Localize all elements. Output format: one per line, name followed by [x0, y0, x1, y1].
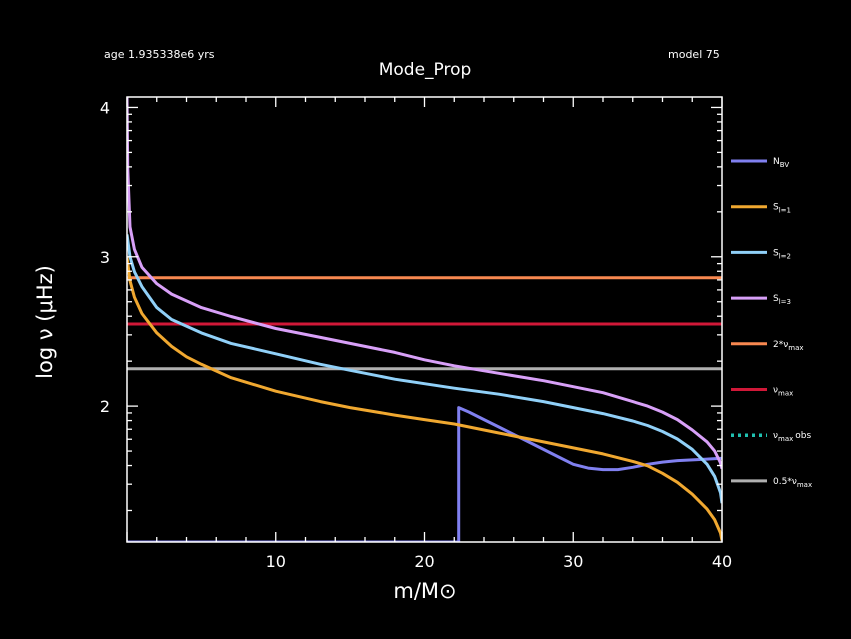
legend-label-0: NBV [773, 157, 789, 169]
legend-label-7: 0.5*νmax [773, 477, 812, 489]
x-tick-label: 30 [563, 552, 583, 571]
y-axis-label: log ν (μHz) [33, 265, 57, 379]
header-model: model 75 [668, 48, 720, 61]
series-line-0 [127, 406, 722, 542]
header-age: age 1.935338e6 yrs [104, 48, 215, 61]
y-tick-label: 2 [100, 397, 110, 416]
legend-label-4: 2*νmax [773, 340, 804, 352]
series-line-3 [127, 97, 722, 470]
legend-label-5: νmax [773, 386, 793, 398]
legend-label-2: Sl=2 [773, 248, 791, 260]
y-tick-label: 3 [100, 248, 110, 267]
legend-label-1: Sl=1 [773, 203, 791, 215]
x-tick-label: 10 [266, 552, 286, 571]
legend-label-3: Sl=3 [773, 294, 791, 306]
x-tick-label: 20 [414, 552, 434, 571]
legend: NBV Sl=1 Sl=2 Sl=3 2*νmax νmax νmax obs 0.5*νmax [731, 157, 812, 489]
series-line-2 [127, 234, 722, 504]
x-axis-label: m/M⊙ [393, 579, 456, 603]
series-line-1 [127, 256, 722, 541]
x-tick-label: 40 [712, 552, 732, 571]
y-tick-label: 4 [100, 98, 110, 117]
chart-title: Mode_Prop [379, 60, 472, 80]
series-layer [127, 97, 722, 542]
axes-layer: 10 20 30 40 2 3 4 [100, 96, 732, 571]
plot-frame [126, 96, 723, 543]
legend-label-6: νmax obs [773, 431, 812, 443]
